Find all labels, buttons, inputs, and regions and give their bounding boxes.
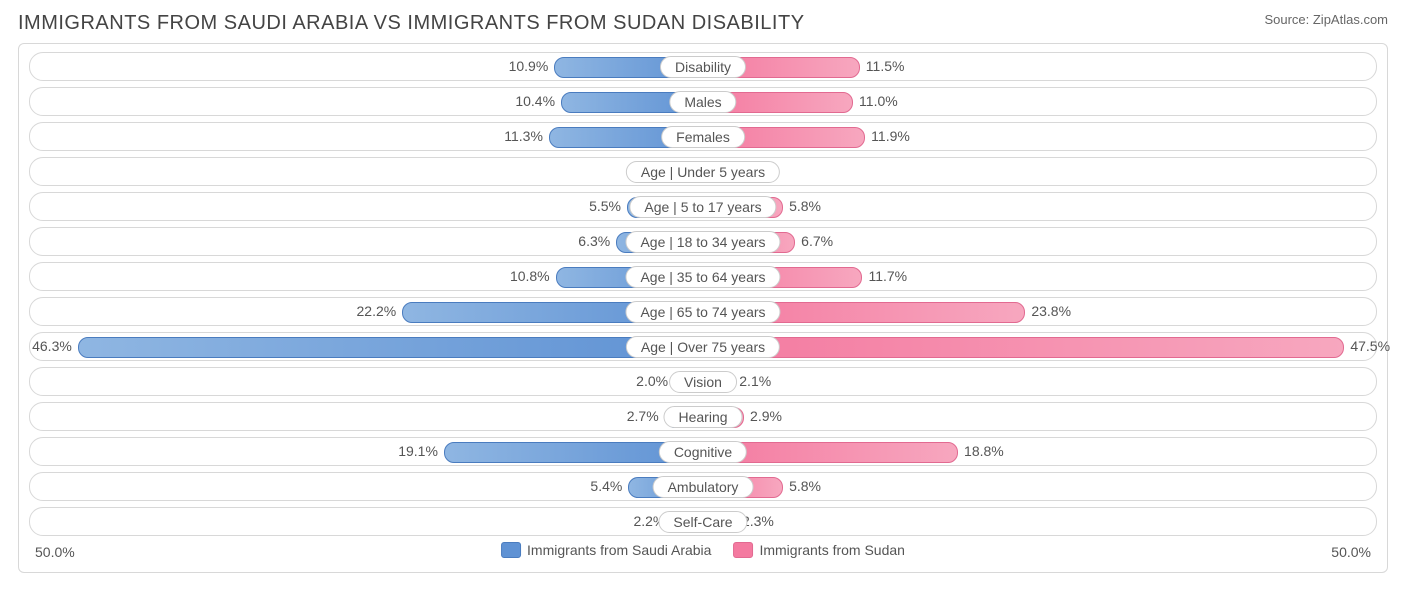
legend-label-left: Immigrants from Saudi Arabia xyxy=(527,542,711,558)
category-label: Self-Care xyxy=(658,511,747,533)
category-label: Age | 35 to 64 years xyxy=(625,266,780,288)
legend-swatch-right xyxy=(733,542,753,558)
axis-label-left: 50.0% xyxy=(35,544,75,560)
chart-row: 2.2%2.3%Self-Care xyxy=(29,507,1377,536)
value-label-right: 18.8% xyxy=(964,443,1004,459)
value-label-right: 6.7% xyxy=(801,233,833,249)
chart-container: IMMIGRANTS FROM SAUDI ARABIA VS IMMIGRAN… xyxy=(0,0,1406,612)
chart-footer: 50.0% Immigrants from Saudi Arabia Immig… xyxy=(29,542,1377,568)
chart-row: 11.3% 11.9% Females xyxy=(29,122,1377,151)
value-label-right: 5.8% xyxy=(789,198,821,214)
chart-row: 19.1% 18.8% Cognitive xyxy=(29,437,1377,466)
value-label-right: 2.1% xyxy=(739,373,771,389)
chart-row: 22.2% 23.8% Age | 65 to 74 years xyxy=(29,297,1377,326)
legend-label-right: Immigrants from Sudan xyxy=(759,542,905,558)
value-label-left: 10.4% xyxy=(515,93,555,109)
value-label-left: 22.2% xyxy=(357,303,397,319)
category-label: Cognitive xyxy=(659,441,747,463)
chart-row: 2.0% 2.1%Vision xyxy=(29,367,1377,396)
category-label: Males xyxy=(669,91,736,113)
chart-row: 6.3% 6.7% Age | 18 to 34 years xyxy=(29,227,1377,256)
legend-item-left: Immigrants from Saudi Arabia xyxy=(501,542,711,558)
category-label: Disability xyxy=(660,56,746,78)
value-label-right: 23.8% xyxy=(1031,303,1071,319)
value-label-left: 11.3% xyxy=(504,128,543,144)
category-label: Hearing xyxy=(663,406,742,428)
value-label-right: 11.0% xyxy=(859,93,898,109)
chart-row: 10.4% 11.0% Males xyxy=(29,87,1377,116)
value-label-left: 2.0% xyxy=(636,373,668,389)
value-label-left: 5.4% xyxy=(590,478,622,494)
legend-swatch-left xyxy=(501,542,521,558)
category-label: Age | 5 to 17 years xyxy=(629,196,776,218)
axis-label-right: 50.0% xyxy=(1331,544,1371,560)
bar-right xyxy=(703,337,1344,358)
chart-row: 1.2%1.3%Age | Under 5 years xyxy=(29,157,1377,186)
value-label-right: 2.9% xyxy=(750,408,782,424)
category-label: Ambulatory xyxy=(653,476,754,498)
chart-row: 10.9% 11.5% Disability xyxy=(29,52,1377,81)
value-label-left: 10.8% xyxy=(510,268,550,284)
chart-row: 5.5% 5.8% Age | 5 to 17 years xyxy=(29,192,1377,221)
chart-row: 46.3%47.5%Age | Over 75 years xyxy=(29,332,1377,361)
category-label: Vision xyxy=(669,371,737,393)
value-label-left: 5.5% xyxy=(589,198,621,214)
header: IMMIGRANTS FROM SAUDI ARABIA VS IMMIGRAN… xyxy=(18,12,1388,35)
legend: Immigrants from Saudi Arabia Immigrants … xyxy=(501,542,905,558)
chart-row: 2.7% 2.9% Hearing xyxy=(29,402,1377,431)
bar-left xyxy=(78,337,703,358)
value-label-left: 19.1% xyxy=(398,443,438,459)
value-label-left: 6.3% xyxy=(578,233,610,249)
value-label-left: 10.9% xyxy=(509,58,549,74)
chart-area: 10.9% 11.5% Disability 10.4% 11.0% Males 11.3%… xyxy=(18,43,1388,573)
category-label: Age | 65 to 74 years xyxy=(625,301,780,323)
chart-title: IMMIGRANTS FROM SAUDI ARABIA VS IMMIGRAN… xyxy=(18,12,805,35)
value-label-right: 5.8% xyxy=(789,478,821,494)
value-label-right: 11.5% xyxy=(866,58,905,74)
rows-host: 10.9% 11.5% Disability 10.4% 11.0% Males 11.3%… xyxy=(29,52,1377,536)
value-label-right: 11.9% xyxy=(871,128,910,144)
value-label-right: 11.7% xyxy=(868,268,907,284)
legend-item-right: Immigrants from Sudan xyxy=(733,542,905,558)
category-label: Age | 18 to 34 years xyxy=(625,231,780,253)
chart-row: 10.8% 11.7% Age | 35 to 64 years xyxy=(29,262,1377,291)
value-label-left: 2.7% xyxy=(627,408,659,424)
value-label-left: 46.3% xyxy=(32,338,72,354)
category-label: Females xyxy=(661,126,745,148)
source-attribution: Source: ZipAtlas.com xyxy=(1264,12,1388,27)
category-label: Age | Under 5 years xyxy=(626,161,780,183)
chart-row: 5.4% 5.8% Ambulatory xyxy=(29,472,1377,501)
category-label: Age | Over 75 years xyxy=(626,336,780,358)
value-label-right: 47.5% xyxy=(1350,338,1390,354)
